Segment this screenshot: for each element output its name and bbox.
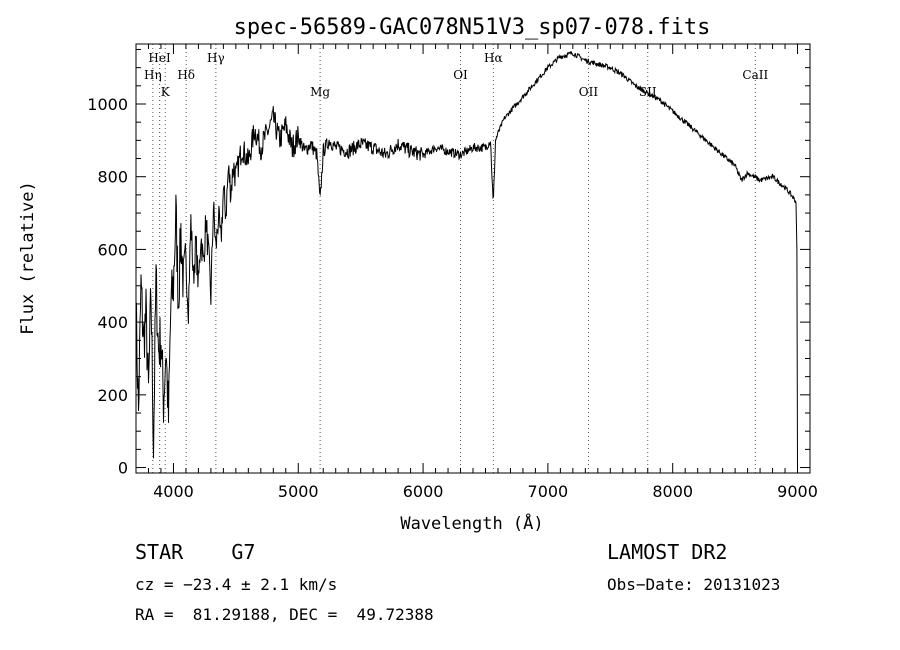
line-label: Mg [310, 85, 330, 99]
object-class: STAR G7 [135, 540, 256, 564]
line-label: Hδ [177, 68, 195, 82]
y-tick-label: 400 [97, 313, 128, 332]
y-tick-label: 800 [97, 168, 128, 187]
line-label: CaII [742, 68, 768, 82]
line-label: OII [579, 85, 599, 99]
line-label: K [161, 85, 171, 99]
x-tick-label: 7000 [528, 482, 569, 501]
redshift-velocity: cz = −23.4 ± 2.1 km/s [135, 575, 338, 594]
line-label: Hη [144, 68, 162, 82]
y-tick-label: 1000 [87, 95, 128, 114]
chart-title: spec-56589-GAC078N51V3_sp07-078.fits [234, 15, 711, 40]
survey-name: LAMOST DR2 [607, 540, 728, 564]
line-label: OI [453, 68, 468, 82]
line-label: Hα [484, 51, 503, 65]
line-label: Hγ [207, 51, 225, 65]
x-tick-label: 4000 [153, 482, 194, 501]
x-tick-label: 8000 [652, 482, 693, 501]
plot-frame [135, 43, 811, 474]
coordinates: RA = 81.29188, DEC = 49.72388 [135, 605, 434, 624]
x-tick-label: 6000 [403, 482, 444, 501]
line-label: HeI [148, 51, 171, 65]
spectrum-line [135, 51, 798, 468]
x-tick-label: 9000 [777, 482, 818, 501]
y-axis-label: Flux (relative) [18, 181, 38, 335]
x-tick-label: 5000 [278, 482, 319, 501]
y-tick-label: 0 [118, 459, 128, 478]
observation-date: Obs−Date: 20131023 [607, 575, 781, 594]
y-tick-label: 200 [97, 386, 128, 405]
x-axis-label: Wavelength (Å) [400, 512, 543, 534]
y-tick-label: 600 [97, 240, 128, 259]
